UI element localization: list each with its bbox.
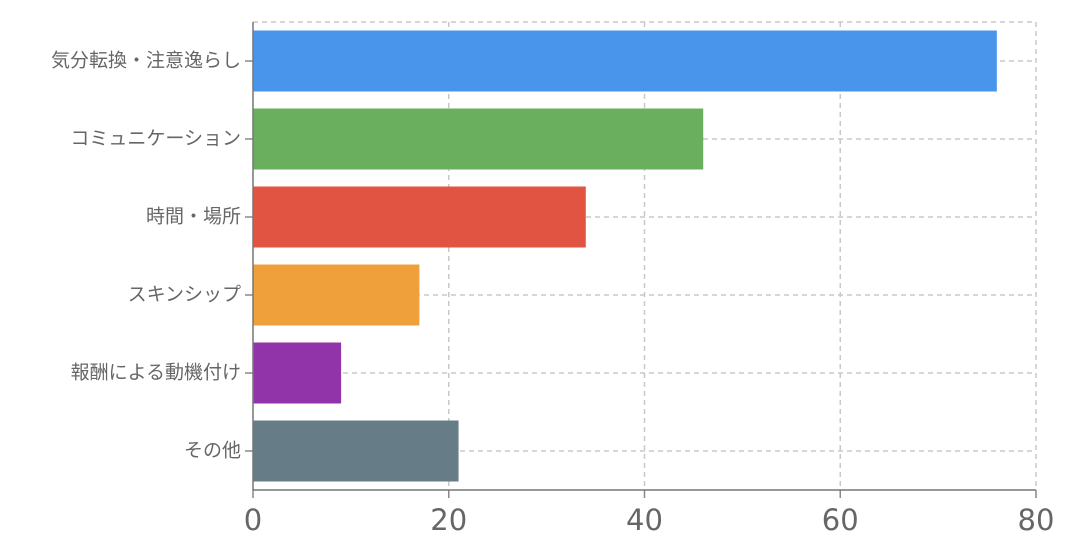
y-tick-label: 時間・場所 bbox=[146, 206, 241, 228]
bar bbox=[253, 264, 420, 326]
x-tick-label: 60 bbox=[822, 503, 859, 537]
y-tick-label: 気分転換・注意逸らし bbox=[51, 50, 241, 72]
bar bbox=[253, 186, 586, 248]
y-tick-label: 報酬による動機付け bbox=[71, 362, 241, 384]
bar bbox=[253, 108, 704, 170]
x-tick-label: 80 bbox=[1018, 503, 1055, 537]
bar bbox=[253, 420, 459, 482]
y-tick-label: その他 bbox=[184, 440, 241, 462]
x-tick-label: 20 bbox=[430, 503, 467, 537]
bar bbox=[253, 342, 342, 404]
bar bbox=[253, 30, 997, 92]
y-tick-label: コミュニケーション bbox=[70, 128, 241, 150]
y-tick-label: スキンシップ bbox=[128, 284, 241, 306]
x-tick-label: 40 bbox=[626, 503, 663, 537]
x-tick-label: 0 bbox=[244, 503, 262, 537]
